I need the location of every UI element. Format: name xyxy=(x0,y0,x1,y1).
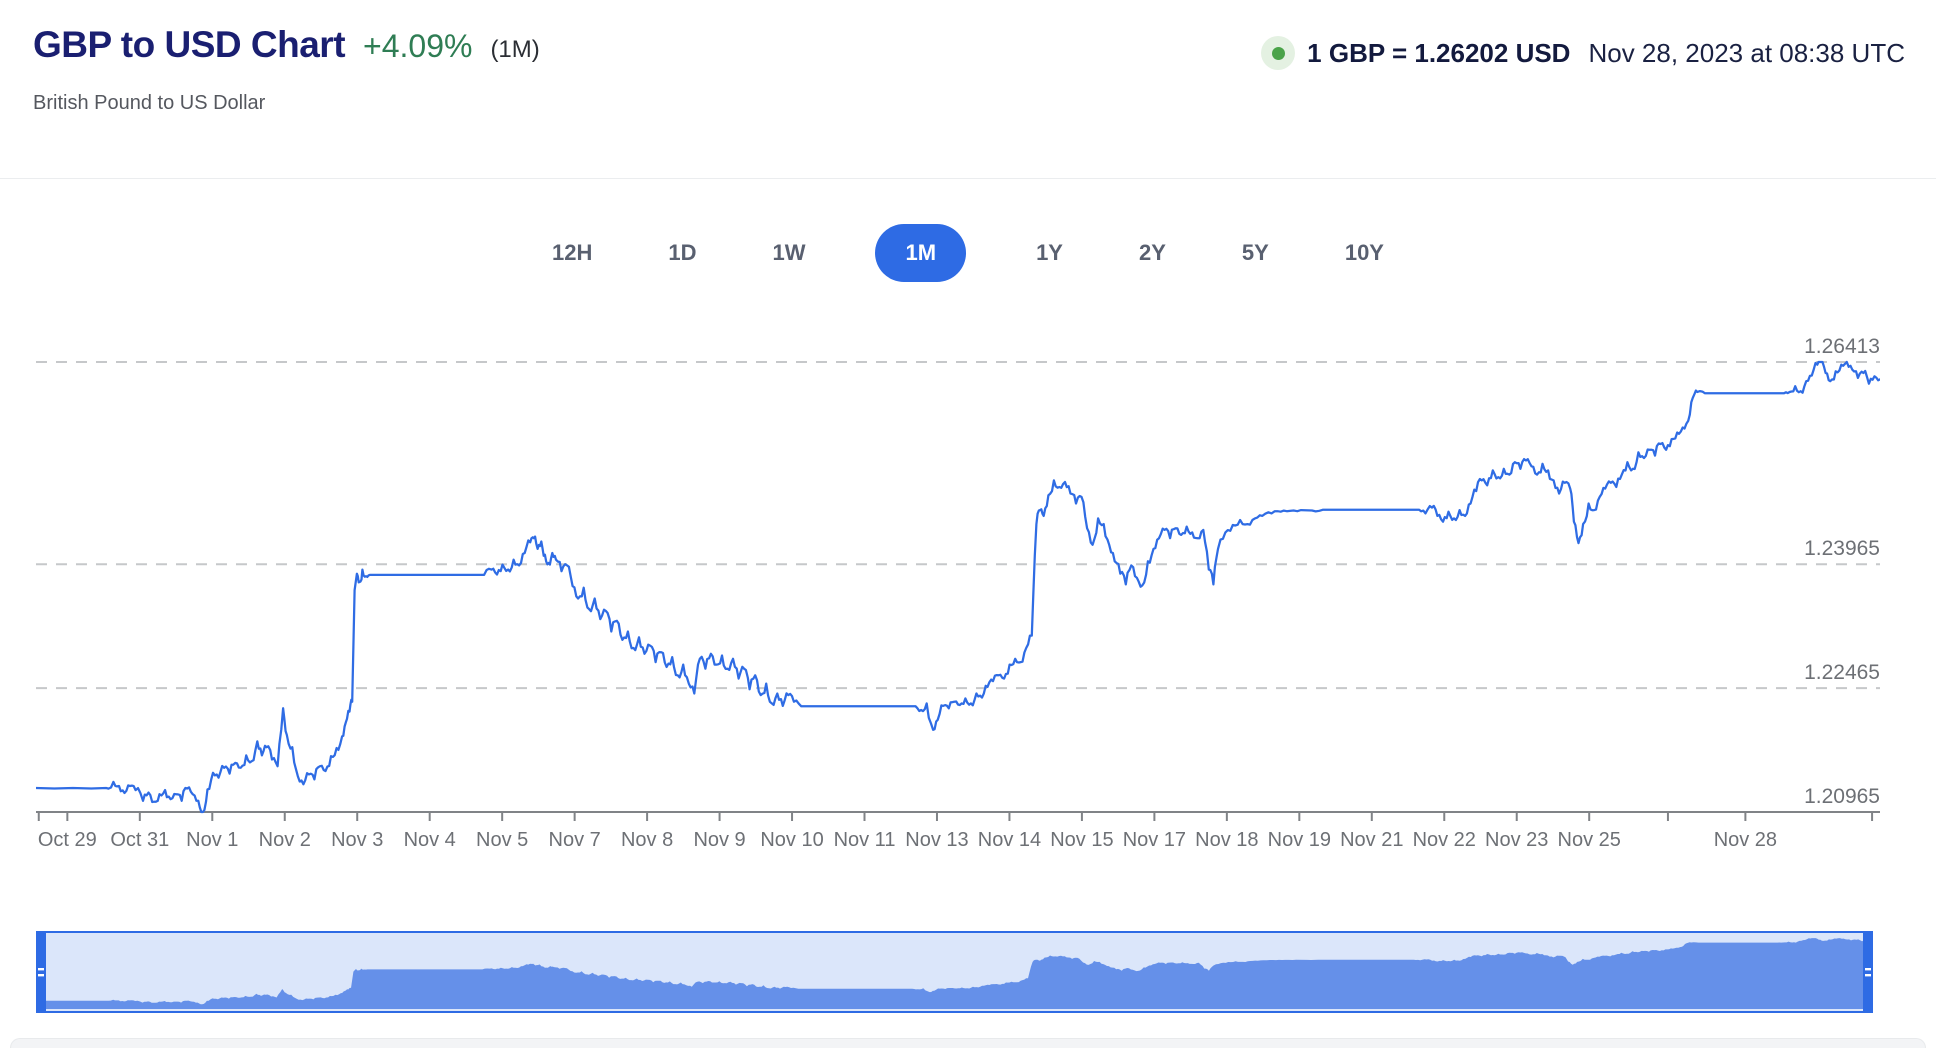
x-axis-label: Nov 7 xyxy=(549,829,601,851)
exchange-rate-chart-area: 1.26413 1.23965 1.22465 1.20965 Oct 29 Oct 31… xyxy=(36,250,1880,862)
x-axis-label: Nov 10 xyxy=(760,829,823,851)
x-axis-label: Nov 9 xyxy=(693,829,745,851)
timeframe-button-5y[interactable]: 5Y xyxy=(1236,224,1275,282)
header-divider xyxy=(0,178,1936,179)
x-axis-label: Nov 4 xyxy=(404,829,456,851)
live-status-halo xyxy=(1261,36,1296,70)
live-status-dot-icon xyxy=(1271,46,1285,60)
chart-subtitle: British Pound to US Dollar xyxy=(33,92,266,114)
change-period: (1M) xyxy=(490,36,540,63)
x-axis-label: Nov 22 xyxy=(1413,829,1476,851)
x-axis-label: Nov 28 xyxy=(1714,829,1777,851)
next-section-edge xyxy=(10,1038,1926,1048)
exchange-rate-line-chart[interactable]: 1.26413 1.23965 1.22465 1.20965 Oct 29 Oct 31… xyxy=(36,250,1880,862)
grip-lines-icon xyxy=(38,968,44,971)
range-slider-area xyxy=(36,931,1873,1013)
live-rate-timestamp: Nov 28, 2023 at 08:38 UTC xyxy=(1588,37,1905,68)
range-slider[interactable] xyxy=(36,931,1873,1013)
x-axis-label: Nov 21 xyxy=(1340,829,1403,851)
timeframe-button-12h[interactable]: 12H xyxy=(546,224,598,282)
y-axis-label: 1.23965 xyxy=(1804,537,1880,560)
x-axis-label: Nov 14 xyxy=(978,829,1041,851)
timeframe-button-1w[interactable]: 1W xyxy=(767,224,812,282)
chart-header: GBP to USD Chart +4.09% (1M) British Pou… xyxy=(33,24,1905,115)
x-axis-label: Oct 31 xyxy=(110,829,169,851)
x-axis-label: Nov 8 xyxy=(621,829,673,851)
y-axis-label: 1.20965 xyxy=(1804,785,1880,808)
timeframe-button-1m[interactable]: 1M xyxy=(875,224,967,282)
range-slider-left-handle[interactable] xyxy=(36,931,46,1013)
grip-lines-icon xyxy=(1865,974,1871,977)
y-axis-label: 1.26413 xyxy=(1804,335,1880,358)
timeframe-button-10y[interactable]: 10Y xyxy=(1339,224,1390,282)
x-axis-label: Nov 11 xyxy=(834,829,896,851)
timeframe-button-1y[interactable]: 1Y xyxy=(1030,224,1069,282)
range-slider-area-chart xyxy=(36,938,1873,1009)
x-axis-label: Nov 1 xyxy=(186,829,238,851)
timeframe-button-2y[interactable]: 2Y xyxy=(1133,224,1172,282)
y-axis-label: 1.22465 xyxy=(1804,661,1880,684)
x-axis-label: Nov 13 xyxy=(905,829,968,851)
x-axis-label: Nov 25 xyxy=(1558,829,1621,851)
x-axis-label: Nov 3 xyxy=(331,829,383,851)
x-axis-label: Nov 5 xyxy=(476,829,528,851)
x-axis-label: Nov 2 xyxy=(259,829,311,851)
timeframe-selector: 12H 1D 1W 1M 1Y 2Y 5Y 10Y xyxy=(546,224,1390,282)
range-slider-right-handle[interactable] xyxy=(1863,931,1873,1013)
x-axis-label: Oct 29 xyxy=(38,829,97,851)
x-axis-label: Nov 15 xyxy=(1050,829,1113,851)
range-slider-right-handle-bar xyxy=(1863,931,1873,1013)
page-title: GBP to USD Chart xyxy=(33,24,346,65)
title-row: GBP to USD Chart +4.09% (1M) xyxy=(33,24,540,66)
chart-header-left: GBP to USD Chart +4.09% (1M) British Pou… xyxy=(33,24,540,115)
live-rate-value: 1 GBP = 1.26202 USD xyxy=(1307,37,1571,68)
x-axis-label: Nov 17 xyxy=(1123,829,1186,851)
grip-lines-icon xyxy=(1865,968,1871,971)
x-axis-label: Nov 18 xyxy=(1195,829,1258,851)
grip-lines-icon xyxy=(38,974,44,977)
timeframe-button-1d[interactable]: 1D xyxy=(662,224,702,282)
live-rate-group: 1 GBP = 1.26202 USD Nov 28, 2023 at 08:3… xyxy=(1261,36,1905,70)
price-line[interactable] xyxy=(36,360,1880,814)
change-percent: +4.09% xyxy=(363,28,473,64)
range-slider-left-handle-bar xyxy=(36,931,46,1013)
x-axis-label: Nov 23 xyxy=(1485,829,1548,851)
x-axis-label: Nov 19 xyxy=(1268,829,1331,851)
